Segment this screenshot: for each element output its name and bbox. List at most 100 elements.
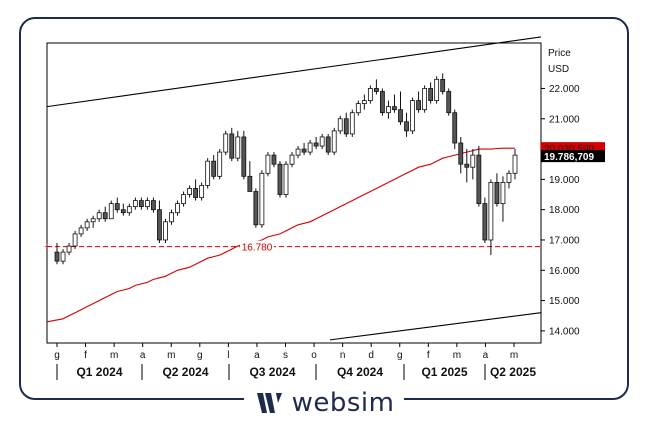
candle-body (307, 142, 313, 153)
candle-body (325, 136, 331, 153)
candle-body (476, 154, 482, 205)
candle-body (66, 245, 72, 253)
candle-body (102, 212, 108, 220)
candle-body (96, 212, 102, 220)
x-month-label: m (453, 350, 461, 361)
candle-body (163, 221, 168, 241)
websim-logo-icon (256, 393, 282, 413)
candle-body (452, 112, 458, 144)
candle-body (169, 212, 174, 223)
moving-average-line (46, 147, 515, 323)
x-month-label: m (110, 350, 118, 361)
candle-body (398, 109, 403, 123)
candle-body (428, 88, 434, 101)
candle-body (482, 203, 488, 241)
x-month-label: d (368, 350, 374, 361)
candle-body (144, 200, 150, 208)
candle-body (199, 185, 205, 198)
quarter-label: Q1 2024 (76, 365, 122, 379)
x-month-label: g (397, 350, 403, 361)
candle-body (157, 209, 162, 241)
candle-body (434, 78, 440, 101)
candle-body (301, 148, 307, 153)
plot-area (46, 42, 542, 344)
candle-body (367, 88, 373, 101)
candle-body (349, 112, 355, 135)
candle-body (506, 172, 512, 183)
x-month-label: f (427, 350, 430, 361)
candle-body (138, 200, 144, 208)
last-price-box (541, 150, 605, 163)
candle-body (235, 136, 241, 159)
candle-body (494, 181, 500, 205)
candle-body (404, 121, 409, 132)
quarter-label: Q2 2024 (162, 365, 208, 379)
candle-body (446, 91, 452, 114)
candle-body (458, 142, 464, 165)
candle-body (488, 181, 494, 241)
candle-body (416, 100, 421, 111)
candle-body (211, 160, 217, 177)
candle-body (500, 181, 506, 205)
y-axis-title-unit: USD (548, 64, 569, 75)
candle-body (470, 154, 476, 168)
x-month-label: l (227, 350, 229, 361)
candle-body (440, 78, 446, 92)
candle-body (283, 163, 289, 195)
x-month-label: f (84, 350, 87, 361)
candle-body (337, 118, 343, 132)
candle-body (108, 203, 114, 220)
candle-body (229, 133, 235, 159)
candle-body (205, 160, 211, 186)
candle-body (380, 91, 385, 114)
candle-body (464, 163, 470, 168)
candle-body (313, 142, 319, 147)
candle-body (54, 251, 60, 262)
y-tick-label: 19.000 (549, 175, 580, 186)
candle-body (126, 206, 132, 214)
ma-value-label: 20.030,590 (544, 144, 594, 155)
y-tick-label: 21.000 (549, 114, 580, 125)
y-tick-label: 16.000 (549, 266, 580, 277)
brand-footer: websim (0, 385, 648, 421)
candle-body (410, 100, 415, 132)
candle-body (343, 118, 349, 135)
candle-body (386, 106, 391, 114)
candle-body (512, 154, 518, 174)
x-month-label: s (283, 350, 288, 361)
candle-body (295, 148, 301, 156)
y-tick-label: 14.000 (549, 326, 580, 337)
candle-body (289, 154, 295, 165)
x-month-label: g (197, 350, 203, 361)
candle-body (271, 154, 277, 165)
candle-body (277, 163, 283, 195)
candle-body (361, 100, 367, 105)
candle-body (373, 88, 379, 92)
candle-body (355, 103, 361, 114)
candle-body (259, 172, 265, 226)
y-tick-label: 17.000 (549, 235, 580, 246)
x-month-label: m (167, 350, 175, 361)
brand-name: websim (291, 388, 395, 418)
candle-body (241, 136, 247, 177)
candle-body (181, 194, 186, 205)
x-month-label: g (54, 350, 60, 361)
x-month-label: n (340, 350, 346, 361)
candle-body (78, 227, 84, 235)
candle-body (193, 188, 199, 198)
candle-body (265, 154, 271, 174)
y-tick-label: 18.000 (549, 205, 580, 216)
x-month-label: m (510, 350, 518, 361)
x-month-label: a (140, 350, 146, 361)
channel-upper-line (46, 36, 542, 108)
candle-body (217, 151, 223, 177)
y-tick-label: 15.000 (549, 296, 580, 307)
last-price-label: 19.786,709 (544, 152, 594, 163)
quarter-label: Q1 2025 (421, 365, 467, 379)
candle-body (247, 175, 253, 192)
candle-body (331, 130, 337, 153)
channel-lower-line (329, 312, 542, 341)
x-month-label: a (254, 350, 260, 361)
candle-body (132, 200, 138, 208)
